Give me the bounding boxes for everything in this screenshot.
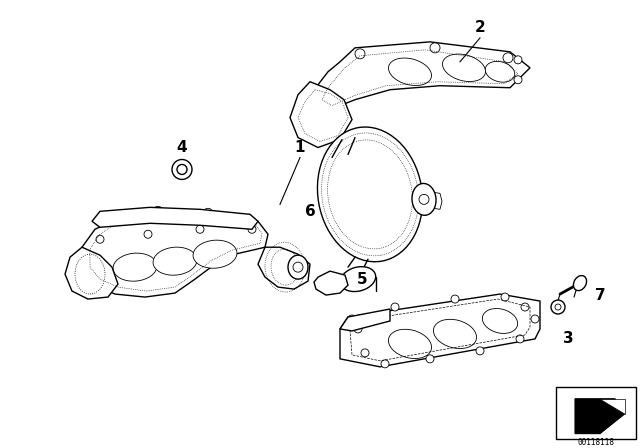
Ellipse shape bbox=[516, 335, 524, 343]
Ellipse shape bbox=[96, 235, 104, 243]
Ellipse shape bbox=[514, 76, 522, 84]
Ellipse shape bbox=[555, 304, 561, 310]
Ellipse shape bbox=[551, 300, 565, 314]
Ellipse shape bbox=[433, 319, 477, 349]
Ellipse shape bbox=[476, 347, 484, 355]
Polygon shape bbox=[575, 399, 625, 434]
Polygon shape bbox=[80, 214, 268, 297]
Ellipse shape bbox=[153, 247, 197, 275]
Ellipse shape bbox=[204, 208, 212, 214]
Ellipse shape bbox=[573, 276, 586, 291]
Polygon shape bbox=[65, 247, 118, 299]
Ellipse shape bbox=[419, 194, 429, 204]
Ellipse shape bbox=[106, 211, 114, 217]
Ellipse shape bbox=[391, 303, 399, 311]
Ellipse shape bbox=[521, 303, 529, 311]
Ellipse shape bbox=[324, 277, 340, 289]
Ellipse shape bbox=[193, 240, 237, 268]
Text: 2: 2 bbox=[475, 21, 485, 35]
Ellipse shape bbox=[451, 295, 459, 303]
Ellipse shape bbox=[154, 207, 162, 212]
Ellipse shape bbox=[388, 329, 431, 358]
Polygon shape bbox=[258, 247, 310, 289]
Ellipse shape bbox=[412, 183, 436, 215]
Ellipse shape bbox=[355, 49, 365, 59]
Ellipse shape bbox=[531, 315, 539, 323]
Polygon shape bbox=[310, 42, 530, 110]
Ellipse shape bbox=[381, 360, 389, 368]
Ellipse shape bbox=[442, 54, 486, 82]
Polygon shape bbox=[428, 191, 442, 209]
Polygon shape bbox=[340, 309, 390, 331]
Ellipse shape bbox=[501, 293, 509, 301]
Ellipse shape bbox=[483, 309, 518, 333]
Polygon shape bbox=[290, 82, 352, 147]
Ellipse shape bbox=[388, 58, 431, 86]
Polygon shape bbox=[556, 387, 636, 439]
Text: 1: 1 bbox=[295, 140, 305, 155]
Text: 3: 3 bbox=[563, 332, 573, 346]
Text: 5: 5 bbox=[356, 271, 367, 287]
Ellipse shape bbox=[514, 56, 522, 64]
Ellipse shape bbox=[177, 164, 187, 174]
Ellipse shape bbox=[426, 355, 434, 363]
Ellipse shape bbox=[503, 53, 513, 63]
Ellipse shape bbox=[113, 253, 157, 281]
Ellipse shape bbox=[317, 127, 422, 262]
Ellipse shape bbox=[144, 230, 152, 238]
Polygon shape bbox=[340, 294, 540, 367]
Ellipse shape bbox=[340, 267, 376, 292]
Text: 6: 6 bbox=[305, 204, 316, 219]
Ellipse shape bbox=[172, 159, 192, 180]
Ellipse shape bbox=[430, 43, 440, 53]
Polygon shape bbox=[600, 399, 625, 414]
Polygon shape bbox=[314, 271, 348, 295]
Ellipse shape bbox=[248, 225, 256, 233]
Ellipse shape bbox=[196, 225, 204, 233]
Ellipse shape bbox=[293, 262, 303, 272]
Text: 00118118: 00118118 bbox=[577, 438, 614, 447]
Ellipse shape bbox=[75, 254, 105, 294]
Ellipse shape bbox=[288, 255, 308, 279]
Ellipse shape bbox=[485, 61, 515, 82]
Text: 4: 4 bbox=[177, 140, 188, 155]
Ellipse shape bbox=[361, 349, 369, 357]
Ellipse shape bbox=[244, 214, 252, 220]
Ellipse shape bbox=[348, 315, 356, 323]
Text: 7: 7 bbox=[595, 288, 605, 302]
Ellipse shape bbox=[354, 325, 362, 333]
Polygon shape bbox=[92, 207, 258, 229]
